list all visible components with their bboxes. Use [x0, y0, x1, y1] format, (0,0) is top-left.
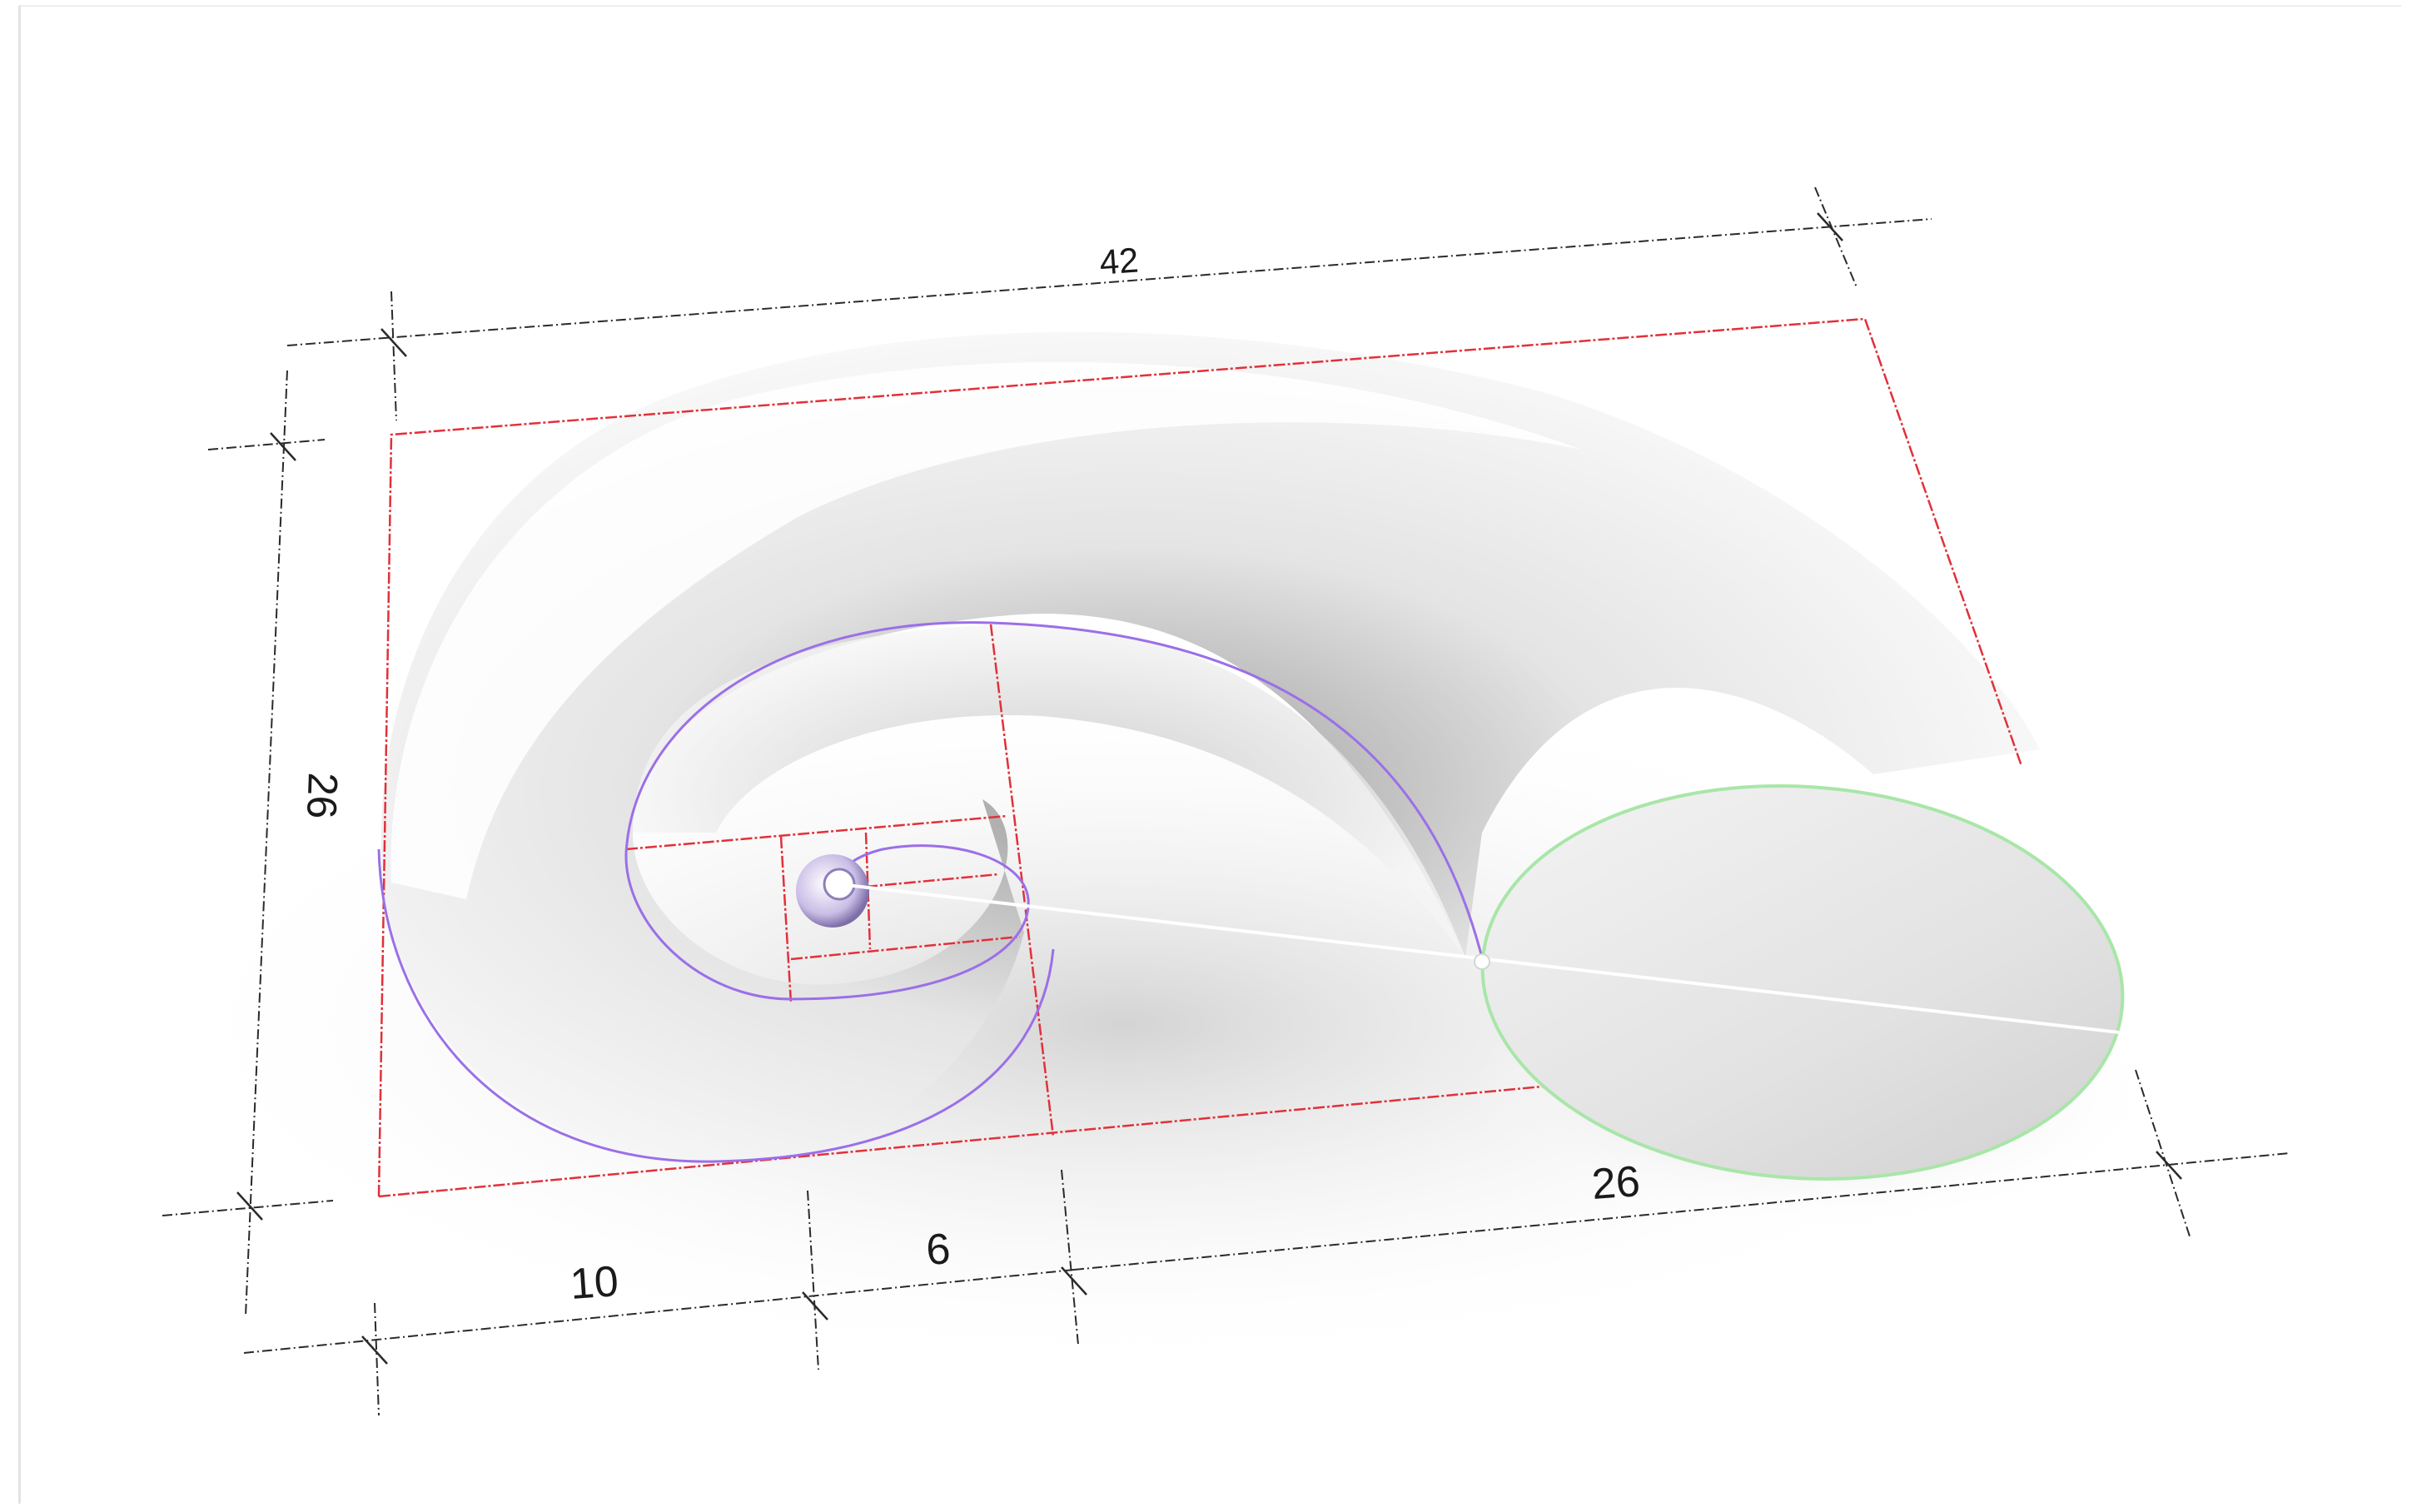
dimension-label-segment-a: 10: [569, 1257, 620, 1309]
dimension-label-segment-c: 26: [1590, 1157, 1642, 1209]
viewport-frame: [18, 5, 2401, 1504]
shell-body: [380, 331, 2040, 1166]
shell-highlight: [390, 361, 1582, 899]
dimension-label-overall-length: 42: [1098, 240, 1140, 281]
inner-channel: [633, 624, 1465, 957]
dimension-lines: [162, 187, 2290, 1416]
dimension-label-height: 26: [298, 772, 346, 820]
golden-rectangles: [377, 317, 2116, 1198]
axis-point: [1474, 953, 1490, 970]
dimension-ticks: [236, 212, 2182, 1365]
dimension-label-segment-b: 6: [924, 1225, 952, 1275]
